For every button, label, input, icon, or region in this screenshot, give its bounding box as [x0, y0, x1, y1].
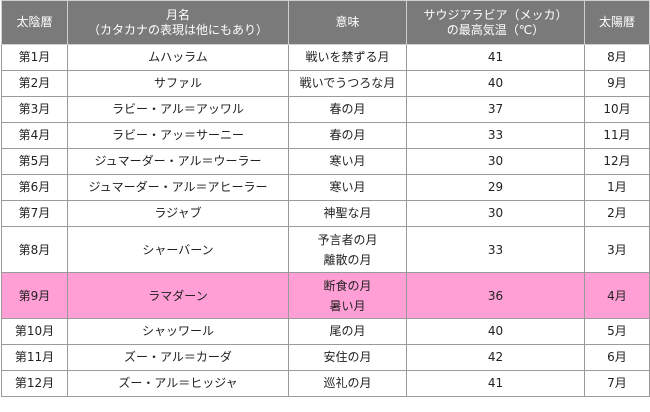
- meaning-line: 離散の月: [323, 252, 372, 267]
- solar-month-cell: 6月: [584, 344, 650, 371]
- month-name-cell: ラビー・アル＝アッワル: [67, 96, 289, 123]
- max-temp-cell: 30: [406, 200, 585, 227]
- solar-month-cell: 2月: [584, 200, 650, 227]
- header-lunar: 太陰暦: [1, 0, 68, 45]
- table-row: 第9月 ラマダーン 断食の月 暑い月 36 4月: [1, 272, 650, 319]
- table-row: 第12月 ズー・アル＝ヒッジャ 巡礼の月 41 7月: [1, 370, 650, 397]
- lunar-month-cell: 第10月: [1, 318, 68, 345]
- table-row: 第4月 ラビー・アッ＝サーニー 春の月 33 11月: [1, 122, 650, 149]
- meaning-cell: 寒い月: [288, 174, 407, 201]
- solar-month-cell: 1月: [584, 174, 650, 201]
- meaning-cell: 神聖な月: [288, 200, 407, 227]
- lunar-month-cell: 第7月: [1, 200, 68, 227]
- meaning-line: 春の月: [329, 102, 366, 116]
- meaning-line: 暑い月: [329, 298, 366, 313]
- meaning-line: 春の月: [329, 128, 366, 142]
- max-temp-cell: 33: [406, 122, 585, 149]
- max-temp-cell: 40: [406, 70, 585, 97]
- month-name-cell: ジュマーダー・アル＝ウーラー: [67, 148, 289, 175]
- header-max-temp-line2: の最高気温（℃）: [446, 22, 545, 37]
- meaning-line: 寒い月: [329, 154, 366, 168]
- table-row: 第11月 ズー・アル＝カーダ 安住の月 42 6月: [1, 344, 650, 371]
- max-temp-cell: 29: [406, 174, 585, 201]
- meaning-line: 安住の月: [323, 350, 372, 364]
- table-row: 第10月 シャッワール 尾の月 40 5月: [1, 318, 650, 345]
- meaning-line: 断食の月: [323, 278, 372, 293]
- max-temp-cell: 30: [406, 148, 585, 175]
- table-row: 第2月 サファル 戦いでうつろな月 40 9月: [1, 70, 650, 97]
- table-row: 第7月 ラジャブ 神聖な月 30 2月: [1, 200, 650, 227]
- month-name-cell: ジュマーダー・アル＝アヒーラー: [67, 174, 289, 201]
- table-row: 第3月 ラビー・アル＝アッワル 春の月 37 10月: [1, 96, 650, 123]
- meaning-cell: 巡礼の月: [288, 370, 407, 397]
- header-month-name-line2: （カタカナの表現は他にもあり）: [87, 22, 268, 37]
- meaning-line: 尾の月: [329, 324, 366, 338]
- max-temp-cell: 36: [406, 272, 585, 319]
- header-row: 太陰暦 月名 （カタカナの表現は他にもあり） 意味 サウジアラビア（メッカ） の…: [1, 0, 650, 45]
- header-solar: 太陽暦: [584, 0, 650, 45]
- lunar-month-cell: 第5月: [1, 148, 68, 175]
- lunar-month-cell: 第12月: [1, 370, 68, 397]
- meaning-cell: 安住の月: [288, 344, 407, 371]
- lunar-month-cell: 第6月: [1, 174, 68, 201]
- month-name-cell: ムハッラム: [67, 44, 289, 71]
- table-row: 第6月 ジュマーダー・アル＝アヒーラー 寒い月 29 1月: [1, 174, 650, 201]
- meaning-line: 神聖な月: [323, 206, 372, 220]
- meaning-line: 予言者の月: [317, 232, 378, 247]
- solar-month-cell: 7月: [584, 370, 650, 397]
- lunar-month-cell: 第9月: [1, 272, 68, 319]
- max-temp-cell: 40: [406, 318, 585, 345]
- meaning-cell: 戦いを禁ずる月: [288, 44, 407, 71]
- header-max-temp: サウジアラビア（メッカ） の最高気温（℃）: [406, 0, 585, 45]
- islamic-calendar-table: 太陰暦 月名 （カタカナの表現は他にもあり） 意味 サウジアラビア（メッカ） の…: [1, 0, 650, 397]
- month-name-cell: シャーバーン: [67, 226, 289, 273]
- header-meaning: 意味: [288, 0, 407, 45]
- solar-month-cell: 4月: [584, 272, 650, 319]
- month-name-cell: ズー・アル＝ヒッジャ: [67, 370, 289, 397]
- header-month-name-line1: 月名: [165, 7, 190, 22]
- lunar-month-cell: 第1月: [1, 44, 68, 71]
- meaning-cell: 春の月: [288, 122, 407, 149]
- month-name-cell: ズー・アル＝カーダ: [67, 344, 289, 371]
- lunar-month-cell: 第11月: [1, 344, 68, 371]
- lunar-month-cell: 第2月: [1, 70, 68, 97]
- solar-month-cell: 12月: [584, 148, 650, 175]
- table-row: 第5月 ジュマーダー・アル＝ウーラー 寒い月 30 12月: [1, 148, 650, 175]
- max-temp-cell: 41: [406, 370, 585, 397]
- meaning-line: 戦いでうつろな月: [299, 76, 396, 90]
- max-temp-cell: 41: [406, 44, 585, 71]
- max-temp-cell: 37: [406, 96, 585, 123]
- header-month-name: 月名 （カタカナの表現は他にもあり）: [67, 0, 289, 45]
- meaning-cell: 寒い月: [288, 148, 407, 175]
- meaning-cell: 戦いでうつろな月: [288, 70, 407, 97]
- lunar-month-cell: 第3月: [1, 96, 68, 123]
- meaning-line: 巡礼の月: [323, 376, 372, 390]
- month-name-cell: ラジャブ: [67, 200, 289, 227]
- month-name-cell: サファル: [67, 70, 289, 97]
- meaning-cell: 春の月: [288, 96, 407, 123]
- solar-month-cell: 3月: [584, 226, 650, 273]
- table-row: 第1月 ムハッラム 戦いを禁ずる月 41 8月: [1, 44, 650, 71]
- max-temp-cell: 33: [406, 226, 585, 273]
- lunar-month-cell: 第4月: [1, 122, 68, 149]
- max-temp-cell: 42: [406, 344, 585, 371]
- table-body: 第1月 ムハッラム 戦いを禁ずる月 41 8月 第2月 サファル 戦いでうつろな月 40 9月 第3…: [1, 44, 650, 397]
- lunar-month-cell: 第8月: [1, 226, 68, 273]
- month-name-cell: シャッワール: [67, 318, 289, 345]
- solar-month-cell: 8月: [584, 44, 650, 71]
- table-row: 第8月 シャーバーン 予言者の月 離散の月 33 3月: [1, 226, 650, 273]
- solar-month-cell: 11月: [584, 122, 650, 149]
- solar-month-cell: 9月: [584, 70, 650, 97]
- meaning-line: 寒い月: [329, 180, 366, 194]
- meaning-line: 戦いを禁ずる月: [305, 50, 390, 64]
- solar-month-cell: 5月: [584, 318, 650, 345]
- header-max-temp-line1: サウジアラビア（メッカ）: [423, 7, 568, 22]
- solar-month-cell: 10月: [584, 96, 650, 123]
- month-name-cell: ラビー・アッ＝サーニー: [67, 122, 289, 149]
- meaning-cell: 尾の月: [288, 318, 407, 345]
- meaning-cell: 断食の月 暑い月: [288, 272, 407, 319]
- meaning-cell: 予言者の月 離散の月: [288, 226, 407, 273]
- month-name-cell: ラマダーン: [67, 272, 289, 319]
